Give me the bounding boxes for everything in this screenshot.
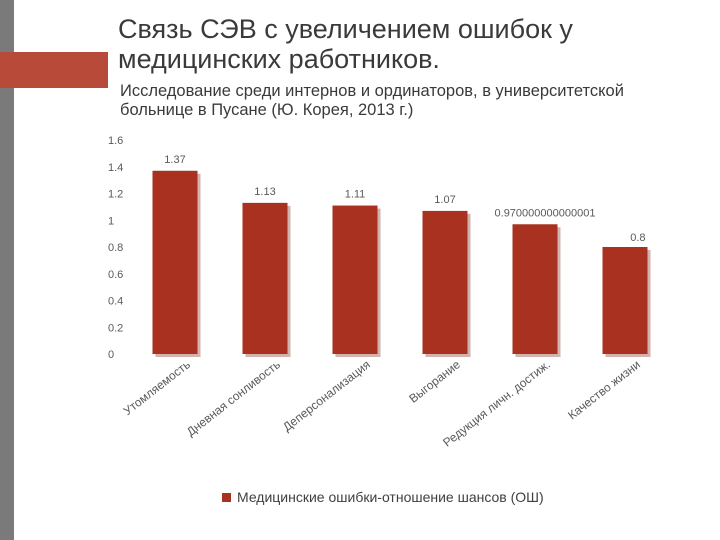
bar <box>242 202 288 354</box>
category-label: Деперсонализация <box>280 357 373 434</box>
bar <box>512 224 558 354</box>
bar <box>422 210 468 354</box>
sidebar-stripe <box>0 0 14 540</box>
category-label: Выгорание <box>406 357 463 406</box>
data-label: 0.8 <box>630 232 645 244</box>
slide-subtitle: Исследование среди интернов и ординаторо… <box>120 82 624 119</box>
bar <box>152 170 198 354</box>
legend-swatch <box>222 492 231 502</box>
data-label: 1.37 <box>164 154 185 166</box>
y-tick-label: 1.2 <box>108 189 123 201</box>
data-label: 1.07 <box>434 194 455 206</box>
bar <box>332 205 378 354</box>
data-label: 0.970000000000001 <box>495 207 596 219</box>
data-label: 1.13 <box>254 186 275 198</box>
y-tick-label: 1.4 <box>108 162 123 174</box>
y-tick-label: 1.6 <box>108 135 123 147</box>
y-tick-label: 1 <box>108 215 114 227</box>
category-label: Утомляемость <box>121 357 193 418</box>
slide-title: Связь СЭВ с увеличением ошибок у медицин… <box>118 14 573 74</box>
category-label: Дневная сонливость <box>184 357 283 439</box>
y-tick-label: 0.2 <box>108 322 123 334</box>
category-label: Качество жизни <box>565 357 643 422</box>
y-tick-label: 0 <box>108 349 114 361</box>
chart-legend: Медицинские ошибки-отношение шансов (ОШ) <box>222 488 544 506</box>
legend-label: Медицинские ошибки-отношение шансов (ОШ) <box>237 489 544 505</box>
data-label: 1.11 <box>345 189 366 201</box>
bar <box>602 247 648 354</box>
y-tick-label: 0.8 <box>108 242 123 254</box>
y-tick-label: 0.6 <box>108 269 123 281</box>
title-accent-bar <box>0 52 108 88</box>
y-tick-label: 0.4 <box>108 296 123 308</box>
